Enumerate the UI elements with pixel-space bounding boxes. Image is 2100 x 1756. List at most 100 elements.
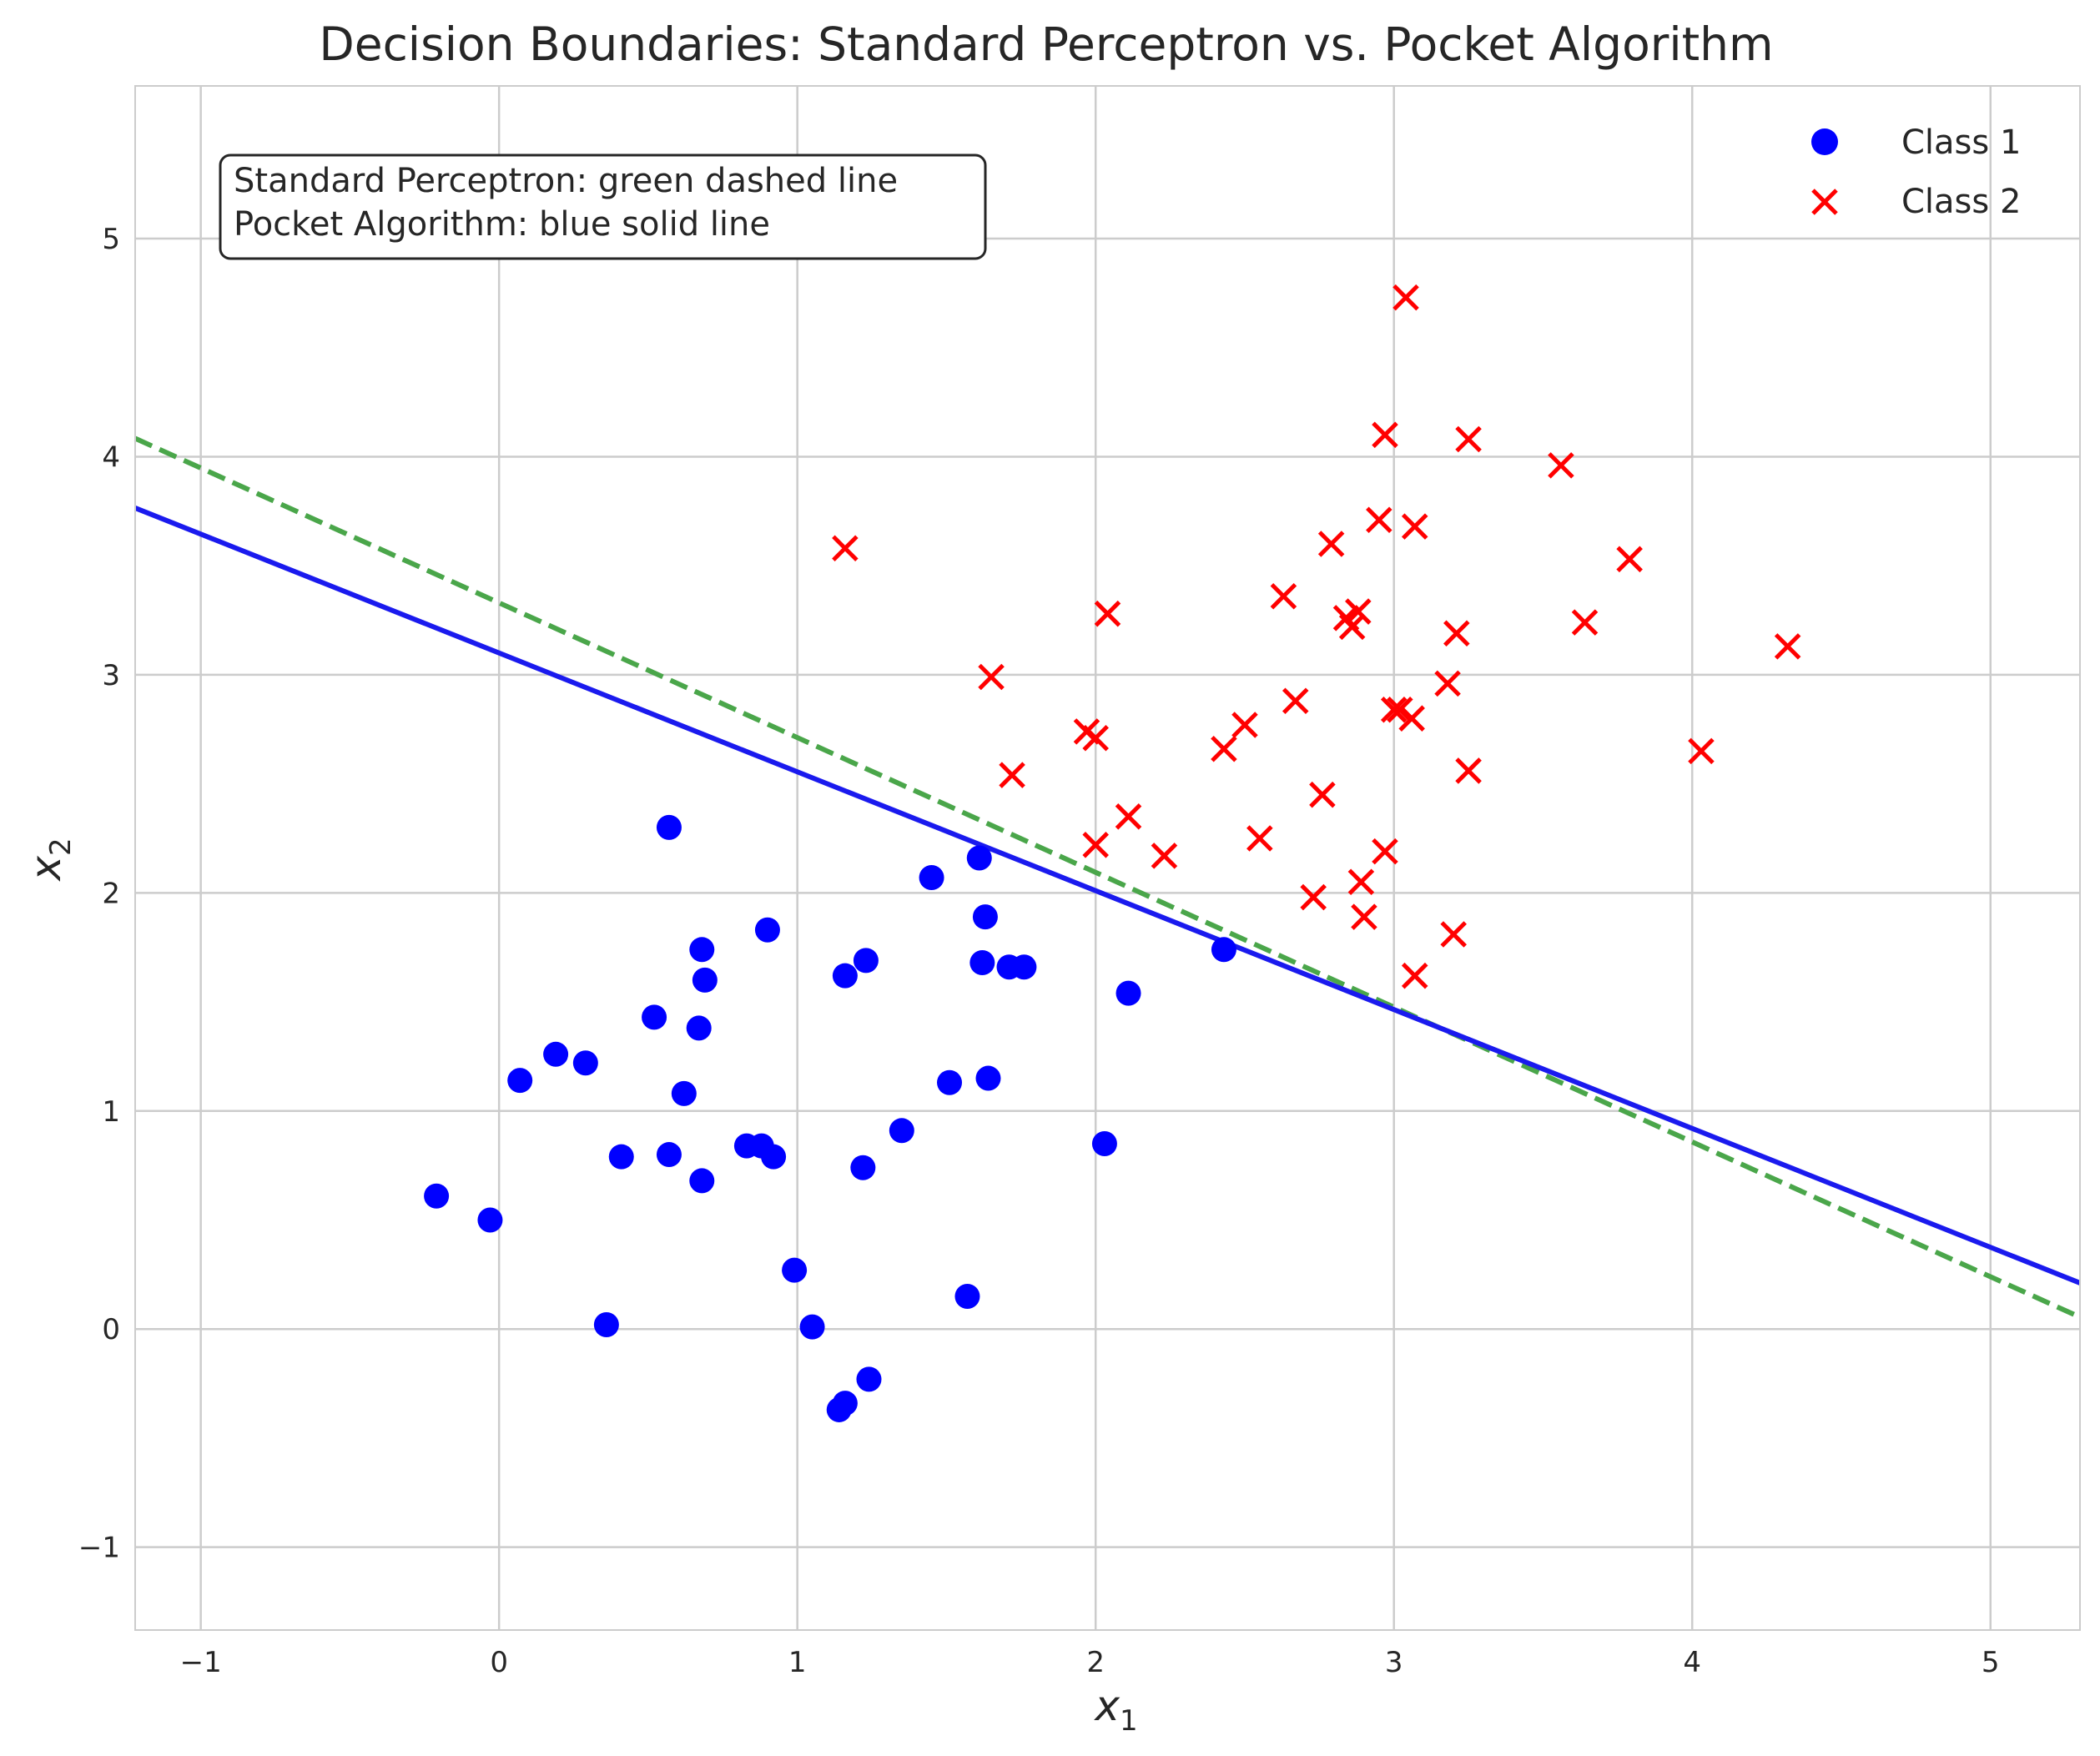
- class-1-point: [1011, 954, 1037, 980]
- x-marker-stroke: [832, 535, 859, 562]
- x-axis-label-sub: 1: [1120, 1704, 1138, 1738]
- y-tick-label: 0: [102, 1313, 120, 1346]
- x-tick-label: 0: [490, 1646, 508, 1679]
- legend: Class 1 Class 2: [1811, 123, 2021, 221]
- class-1-point: [853, 948, 879, 974]
- class-2-point: [1434, 670, 1461, 697]
- x-marker-stroke: [1548, 452, 1574, 479]
- class-2-point: [1774, 633, 1801, 660]
- class-1-point: [850, 1155, 876, 1180]
- class-2-point: [1401, 962, 1428, 989]
- legend-marker-class-2: [1811, 189, 1838, 215]
- y-tick-label: 3: [102, 659, 120, 692]
- class-1-point: [937, 1069, 963, 1095]
- y-tick-label: 5: [102, 223, 120, 256]
- class-1-point: [671, 1080, 697, 1106]
- class-1-point: [686, 1015, 712, 1041]
- x-marker-stroke: [1398, 705, 1425, 732]
- class-1-point: [656, 1142, 682, 1168]
- class-2-point: [1082, 832, 1109, 858]
- x-marker-stroke: [1616, 546, 1643, 573]
- x-marker-stroke: [1387, 696, 1413, 723]
- class-2-point: [1366, 506, 1392, 534]
- class-2-point: [832, 535, 859, 562]
- class-1-point: [1211, 937, 1236, 963]
- class-2-point: [1571, 609, 1599, 636]
- x-marker-stroke: [1338, 613, 1366, 641]
- class-1-point: [761, 1144, 787, 1170]
- class-1-point: [832, 1391, 858, 1416]
- class-1-point: [754, 917, 780, 943]
- class-2-point: [1372, 421, 1398, 449]
- class-1-point: [689, 1168, 715, 1194]
- x-tick-label: 5: [1982, 1646, 2000, 1679]
- x-marker-stroke: [1094, 600, 1121, 627]
- class-2-point: [1616, 546, 1643, 573]
- standard-perceptron-boundary: [133, 435, 2082, 1320]
- class-1-point: [799, 1314, 825, 1340]
- x-marker-stroke: [1401, 513, 1428, 540]
- x-marker-stroke: [1443, 620, 1470, 647]
- class-1-point: [507, 1068, 533, 1094]
- legend-label-class-1: Class 1: [1901, 123, 2021, 162]
- x-marker-stroke: [1688, 737, 1715, 765]
- class-2-point: [1300, 883, 1327, 911]
- class-1-point: [1091, 1130, 1117, 1156]
- class-1-point: [477, 1207, 503, 1233]
- x-marker-stroke: [1380, 696, 1408, 723]
- x-marker-stroke: [1372, 421, 1398, 449]
- x-marker-stroke: [1372, 838, 1398, 865]
- class-2-point: [1151, 843, 1178, 869]
- class-1-point: [889, 1118, 914, 1144]
- class-1-point: [543, 1041, 569, 1067]
- legend-marker-class-1: [1811, 128, 1838, 155]
- class-1-point: [656, 814, 682, 840]
- x-marker-stroke: [1282, 687, 1309, 715]
- class-2-point: [1392, 284, 1419, 311]
- class-1-point: [975, 1065, 1001, 1091]
- class-2-point: [1387, 696, 1413, 723]
- class-2-point: [1282, 687, 1309, 715]
- x-marker-stroke: [1434, 670, 1461, 697]
- class-2-point: [1455, 425, 1482, 453]
- class-2-point: [978, 663, 1005, 691]
- legend-label-class-2: Class 2: [1901, 183, 2021, 221]
- x-marker-stroke: [999, 762, 1025, 788]
- x-marker-stroke: [1246, 825, 1273, 852]
- class-1-point: [593, 1311, 619, 1337]
- x-tick-label: 2: [1086, 1646, 1105, 1679]
- x-marker-stroke: [1231, 712, 1258, 738]
- class-1-point: [692, 967, 718, 993]
- x-marker-stroke: [1082, 832, 1109, 858]
- class-1-point: [919, 865, 944, 891]
- class-1-point: [424, 1183, 450, 1209]
- x-marker-stroke: [1317, 531, 1345, 557]
- class-2-point: [1211, 736, 1237, 762]
- class-2-point: [1372, 838, 1398, 865]
- class-2-point: [1231, 712, 1258, 738]
- class-2-point: [1688, 737, 1715, 765]
- x-tick-label: 4: [1683, 1646, 1701, 1679]
- x-axis-label-base: x: [1093, 1682, 1120, 1730]
- x-axis-label: x1: [1093, 1682, 1137, 1738]
- class-2-point: [1082, 724, 1109, 752]
- y-axis-label-sub: 2: [44, 838, 78, 856]
- y-tick-label: 2: [102, 877, 120, 910]
- class-2-point: [1317, 531, 1345, 557]
- class-2-point: [1345, 598, 1372, 625]
- class-1-point: [572, 1050, 598, 1076]
- annotation-box: Standard Perceptron: green dashed line P…: [219, 153, 987, 260]
- x-marker-stroke: [1211, 736, 1237, 762]
- class-2-point: [1246, 825, 1273, 852]
- class-2-point: [1548, 452, 1574, 479]
- class-2-point: [1115, 803, 1142, 830]
- class-1-point: [954, 1283, 980, 1309]
- x-marker-stroke: [1774, 633, 1801, 660]
- class-1-point: [969, 949, 995, 975]
- x-marker-stroke: [1309, 781, 1336, 808]
- y-tick-label: −1: [78, 1532, 120, 1565]
- tick-labels: −1 0 1 2 3 4 5 −1 0 1 2 3 4 5: [78, 223, 2000, 1679]
- plot-frame: [134, 85, 2081, 1631]
- class-1-point: [689, 937, 715, 963]
- class-1-point: [782, 1257, 808, 1283]
